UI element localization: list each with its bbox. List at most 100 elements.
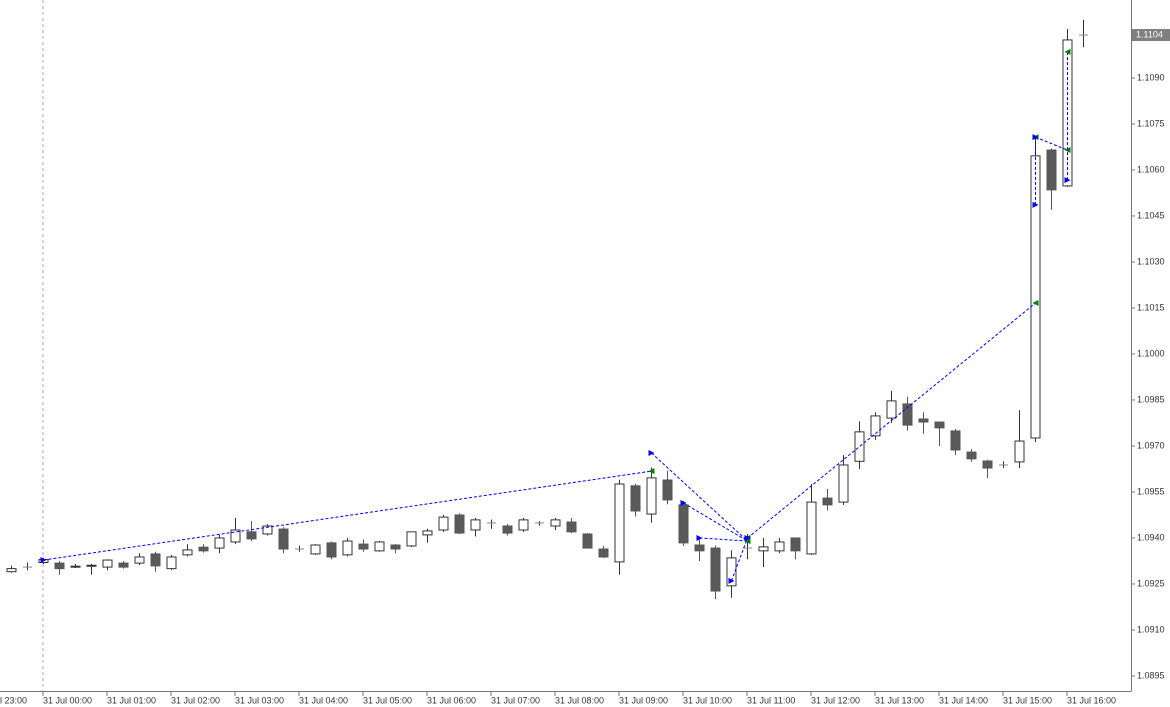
x-tick-label: 31 Jul 08:00	[555, 695, 604, 705]
candle-body	[806, 501, 817, 555]
candle-body	[582, 533, 593, 549]
trade-line	[683, 502, 748, 542]
trade-line	[731, 537, 748, 582]
candle-body	[790, 537, 801, 552]
x-tick-label: 31 Jul 10:00	[683, 695, 732, 705]
candle-body	[774, 541, 785, 552]
x-tick-label: 31 Jul 07:00	[491, 695, 540, 705]
candle-body	[502, 525, 513, 534]
candle-body	[86, 564, 97, 567]
x-tick-label: 31 Jul 05:00	[363, 695, 412, 705]
candle-body	[1030, 155, 1041, 439]
candle-body	[182, 549, 193, 556]
candle-body	[310, 544, 321, 555]
candle-body	[678, 504, 689, 544]
x-tick-label: 31 Jul 01:00	[107, 695, 156, 705]
trade-line	[43, 470, 652, 561]
candle-body	[422, 530, 433, 536]
x-tick-label: 31 Jul 03:00	[235, 695, 284, 705]
candle-body	[246, 531, 257, 540]
candle-body	[326, 542, 337, 558]
y-tick-label: 1.0955	[1137, 486, 1165, 496]
candle-body	[438, 516, 449, 531]
candle-body	[886, 400, 897, 419]
current-price-label: 1.1104	[1136, 29, 1163, 39]
trade-entry	[1032, 134, 1039, 141]
y-tick-label: 1.0910	[1137, 624, 1165, 634]
candle-body	[902, 403, 913, 426]
candle-body	[758, 546, 769, 552]
trade-entry	[744, 534, 751, 541]
candle-body	[198, 546, 209, 552]
candle-body	[630, 485, 641, 512]
x-tick-label: 31 Jul 15:00	[1003, 695, 1052, 705]
trade-entry	[1032, 201, 1039, 208]
trade-line	[699, 537, 748, 542]
x-tick-label: 31 Jul 04:00	[299, 695, 348, 705]
candle-body	[550, 519, 561, 527]
candle-body	[1046, 149, 1057, 191]
candle-body	[1014, 440, 1025, 463]
x-tick-label: 31 Jul 11:00	[747, 695, 795, 705]
candle-body	[150, 553, 161, 567]
candle-body	[70, 565, 81, 568]
y-tick-label: 1.0895	[1137, 670, 1165, 680]
trade-exit	[1064, 48, 1071, 55]
y-tick-label: 1.0940	[1137, 532, 1165, 542]
trade-line	[651, 452, 748, 542]
candle-body	[358, 543, 369, 550]
trade-entry	[680, 500, 687, 507]
y-tick-label: 1.1045	[1137, 210, 1165, 220]
trade-exit	[648, 468, 655, 475]
trade-line	[1035, 136, 1068, 151]
trade-entry	[696, 534, 703, 541]
trade-exit	[1032, 300, 1039, 307]
candle-body	[518, 519, 529, 531]
candle-body	[262, 525, 273, 535]
candle-body	[838, 464, 849, 503]
candle-body	[854, 431, 865, 462]
candle-body	[118, 562, 129, 568]
candle-body	[966, 451, 977, 460]
candle-body	[454, 514, 465, 534]
trade-entry	[728, 577, 735, 584]
candle-body	[694, 544, 705, 552]
x-tick-label: 31 Jul 02:00	[171, 695, 220, 705]
candle-body	[406, 531, 417, 547]
y-tick-label: 1.0925	[1137, 578, 1165, 588]
candle-body	[950, 430, 961, 451]
x-tick-label: 31 Jul 16:00	[1067, 695, 1116, 705]
candle-body	[598, 548, 609, 558]
x-tick-label: 31 Jul 14:00	[939, 695, 988, 705]
candle-body	[230, 529, 241, 543]
y-tick-label: 1.0985	[1137, 394, 1165, 404]
candle-body	[166, 556, 177, 570]
candle-body	[470, 519, 481, 531]
candle-body	[726, 557, 737, 587]
y-tick-label: 1.1075	[1137, 118, 1165, 128]
trade-entry	[1064, 177, 1071, 184]
candle-body	[134, 556, 145, 564]
candle-body	[662, 479, 673, 501]
y-tick-label: 1.1060	[1137, 164, 1165, 174]
x-tick-label: 31 Jul 06:00	[427, 695, 476, 705]
candle-body	[342, 540, 353, 556]
y-tick-label: 1.1030	[1137, 256, 1165, 266]
candle-body	[934, 421, 945, 429]
candle-body	[870, 415, 881, 437]
candle-body	[646, 477, 657, 515]
x-tick-label: l 23:00	[0, 695, 27, 705]
candle-body	[390, 544, 401, 550]
candle-body	[278, 528, 289, 550]
trade-line	[747, 302, 1036, 539]
trade-entry	[40, 557, 47, 564]
candle-body	[102, 559, 113, 568]
y-tick-label: 1.1015	[1137, 302, 1165, 312]
x-tick-label: 31 Jul 12:00	[811, 695, 860, 705]
y-tick-label: 1.1000	[1137, 348, 1165, 358]
candle-body	[566, 521, 577, 533]
y-tick-label: 1.0970	[1137, 440, 1165, 450]
x-tick-label: 31 Jul 09:00	[619, 695, 668, 705]
candle-body	[918, 418, 929, 423]
